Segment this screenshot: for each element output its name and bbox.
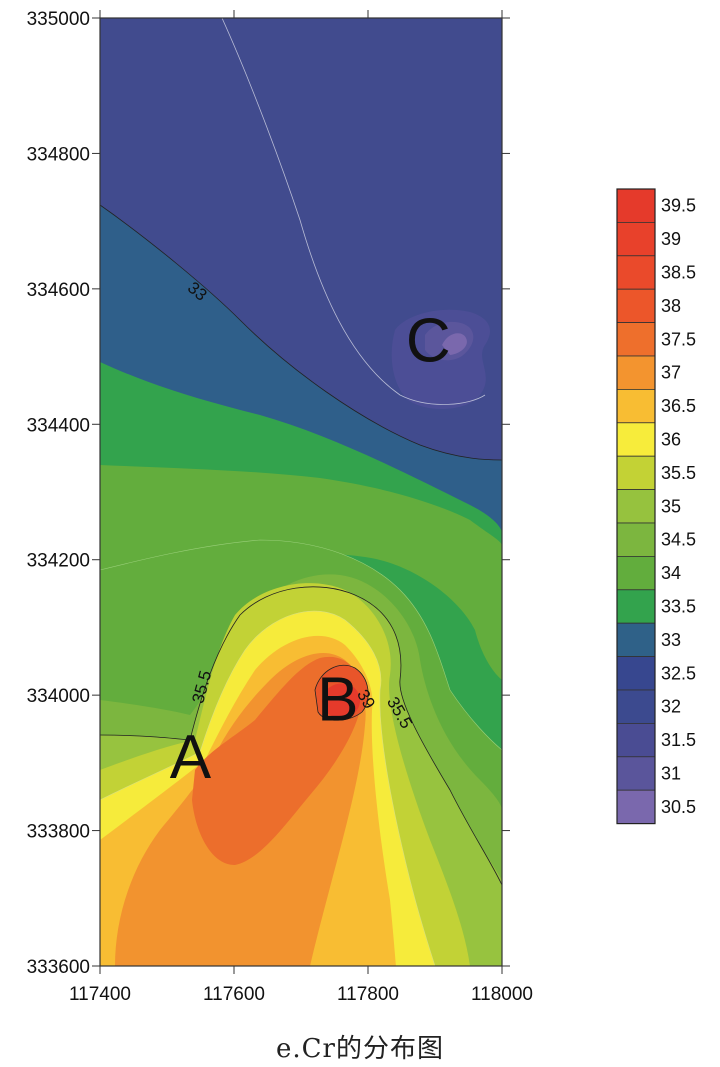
colorbar-swatch xyxy=(616,288,656,324)
colorbar-swatch xyxy=(616,422,656,457)
x-tick-label: 117800 xyxy=(337,984,399,1005)
region-34 xyxy=(100,465,502,680)
y-tick-label: 333800 xyxy=(27,822,90,843)
colorbar-swatch xyxy=(616,355,656,390)
axes: 117400 117600 117800 118000 333600 333800 3340… xyxy=(27,9,533,1005)
colorbar-swatch xyxy=(616,455,656,491)
colorbar-label: 37 xyxy=(661,363,681,383)
colorbar-label: 32 xyxy=(661,697,681,717)
colorbar-swatch xyxy=(616,789,656,825)
colorbar-label: 36 xyxy=(661,430,681,450)
x-tick-label: 118000 xyxy=(471,984,533,1005)
contour-line-35-5 xyxy=(100,586,502,886)
contour-fill xyxy=(100,18,502,966)
colorbar-swatch xyxy=(616,489,656,524)
figure-caption: e.Cr的分布图 xyxy=(276,1034,444,1064)
contour-line-38-5 xyxy=(314,664,369,721)
y-tick-label: 334200 xyxy=(27,551,90,572)
colorbar-label: 38 xyxy=(661,296,681,316)
colorbar-swatch xyxy=(616,255,656,290)
colorbar-label: 34.5 xyxy=(661,530,696,550)
colorbar: 39.5 39 38.5 38 37.5 37 36.5 36 35.5 35 34.5 34 33.5… xyxy=(616,188,696,825)
x-tick-label: 117600 xyxy=(203,984,265,1005)
colorbar-swatch xyxy=(616,322,656,357)
colorbar-label: 33.5 xyxy=(661,597,696,617)
contour-line-33 xyxy=(100,204,502,461)
contour-line-32 xyxy=(221,18,486,405)
colorbar-swatch xyxy=(616,723,656,758)
colorbar-label: 31.5 xyxy=(661,730,696,750)
colorbar-swatch xyxy=(616,388,656,424)
colorbar-swatch xyxy=(616,589,656,624)
contour-line-36 xyxy=(100,610,436,966)
plot-frame xyxy=(99,17,503,967)
colorbar-swatch xyxy=(616,689,656,724)
colorbar-swatch xyxy=(616,221,656,257)
colorbar-label: 33 xyxy=(661,630,681,650)
point-label-b: B xyxy=(317,666,358,735)
colorbar-frame xyxy=(616,188,656,825)
colorbar-label: 31 xyxy=(661,764,681,784)
y-tick-label: 333600 xyxy=(27,957,90,978)
y-tick-label: 335000 xyxy=(27,9,90,30)
point-label-a: A xyxy=(170,723,212,792)
region-30-5 xyxy=(442,333,467,355)
x-tick-label: 117400 xyxy=(69,984,131,1005)
colorbar-swatch xyxy=(616,756,656,791)
colorbar-label: 34 xyxy=(661,563,681,583)
region-39 xyxy=(322,683,361,718)
y-tick-label: 334600 xyxy=(27,280,90,301)
colorbar-label: 30.5 xyxy=(661,797,696,817)
colorbar-swatch xyxy=(616,188,656,223)
colorbar-swatch xyxy=(616,522,656,557)
colorbar-swatch xyxy=(616,622,656,658)
colorbar-label: 37.5 xyxy=(661,329,696,349)
y-tick-label: 334400 xyxy=(27,415,90,436)
y-tick-label: 334800 xyxy=(27,144,90,165)
contour-line-34 xyxy=(100,539,502,751)
colorbar-label: 38.5 xyxy=(661,263,696,283)
colorbar-label: 32.5 xyxy=(661,663,696,683)
colorbar-swatch xyxy=(616,556,656,591)
y-tick-label: 334000 xyxy=(27,686,90,707)
point-label-c: C xyxy=(406,307,451,376)
colorbar-label: 36.5 xyxy=(661,396,696,416)
colorbar-label: 39 xyxy=(661,229,681,249)
colorbar-label: 35 xyxy=(661,496,681,516)
colorbar-label: 39.5 xyxy=(661,196,696,216)
colorbar-label: 35.5 xyxy=(661,463,696,483)
colorbar-swatch xyxy=(616,656,656,691)
point-labels: A B C xyxy=(170,307,451,792)
